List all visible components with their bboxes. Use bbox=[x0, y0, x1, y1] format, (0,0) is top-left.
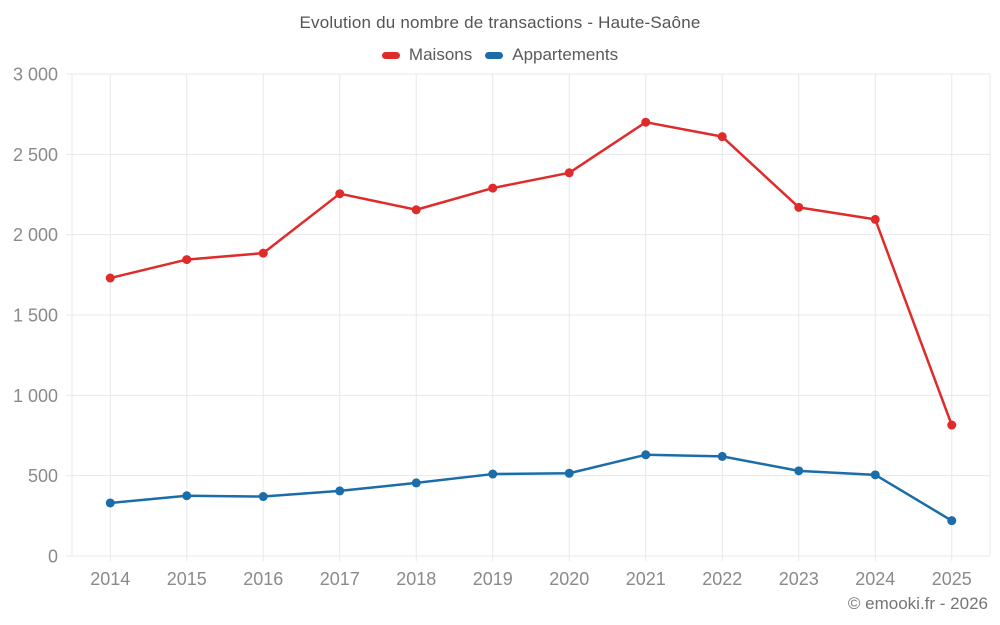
x-tick-label: 2020 bbox=[549, 569, 589, 589]
data-point-maisons-2018[interactable] bbox=[411, 205, 421, 215]
data-point-appartements-2016[interactable] bbox=[258, 492, 268, 502]
legend-label-maisons: Maisons bbox=[408, 45, 473, 64]
y-tick-label: 2 000 bbox=[13, 225, 58, 245]
data-point-appartements-2020[interactable] bbox=[564, 468, 574, 478]
y-tick-label: 2 500 bbox=[13, 145, 58, 165]
series-line-maisons bbox=[109, 120, 953, 427]
x-tick-label: 2021 bbox=[626, 569, 666, 589]
legend-swatch-maisons-icon bbox=[381, 51, 400, 59]
data-point-appartements-2022[interactable] bbox=[717, 451, 727, 461]
data-point-maisons-2024[interactable] bbox=[870, 214, 880, 224]
data-point-appartements-2025[interactable] bbox=[947, 516, 957, 526]
x-tick-label: 2019 bbox=[473, 569, 513, 589]
data-point-maisons-2014[interactable] bbox=[105, 273, 115, 283]
x-tick-label: 2015 bbox=[167, 569, 207, 589]
x-tick-label: 2016 bbox=[243, 569, 283, 589]
legend-swatch-appartements-icon bbox=[485, 51, 504, 59]
data-point-appartements-2017[interactable] bbox=[335, 486, 345, 496]
x-tick-label: 2018 bbox=[396, 569, 436, 589]
x-tick-label: 2025 bbox=[932, 569, 972, 589]
y-tick-label: 500 bbox=[28, 466, 58, 486]
data-point-appartements-2021[interactable] bbox=[641, 450, 651, 460]
x-tick-label: 2022 bbox=[702, 569, 742, 589]
data-point-appartements-2014[interactable] bbox=[105, 498, 115, 508]
y-tick-label: 1 500 bbox=[13, 306, 58, 326]
data-point-maisons-2019[interactable] bbox=[488, 183, 498, 193]
x-tick-label: 2023 bbox=[779, 569, 819, 589]
data-point-maisons-2023[interactable] bbox=[794, 202, 804, 212]
data-point-appartements-2018[interactable] bbox=[411, 478, 421, 488]
data-point-maisons-2020[interactable] bbox=[564, 168, 574, 178]
x-tick-label: 2024 bbox=[855, 569, 895, 589]
y-tick-label: 3 000 bbox=[13, 65, 58, 85]
legend-item-appartements[interactable]: Appartements bbox=[485, 45, 618, 65]
legend-item-maisons[interactable]: Maisons bbox=[381, 45, 473, 65]
data-point-appartements-2015[interactable] bbox=[182, 491, 192, 501]
series-line-appartements bbox=[109, 453, 953, 522]
chart-title: Evolution du nombre de transactions - Ha… bbox=[299, 13, 701, 32]
copyright-footer: © emooki.fr - 2026 bbox=[847, 594, 988, 613]
legend-label-appartements: Appartements bbox=[512, 45, 619, 64]
x-tick-label: 2017 bbox=[320, 569, 360, 589]
data-point-maisons-2021[interactable] bbox=[641, 117, 651, 127]
data-point-appartements-2019[interactable] bbox=[488, 469, 498, 479]
data-point-maisons-2025[interactable] bbox=[947, 420, 957, 430]
y-tick-label: 0 bbox=[48, 547, 58, 567]
data-point-maisons-2017[interactable] bbox=[335, 189, 345, 199]
chart-legend: Maisons Appartements bbox=[0, 45, 1000, 65]
data-point-maisons-2022[interactable] bbox=[717, 132, 727, 142]
data-point-maisons-2016[interactable] bbox=[258, 248, 268, 258]
data-point-appartements-2024[interactable] bbox=[870, 470, 880, 480]
y-tick-label: 1 000 bbox=[13, 386, 58, 406]
data-point-appartements-2023[interactable] bbox=[794, 466, 804, 476]
data-point-maisons-2015[interactable] bbox=[182, 255, 192, 265]
x-tick-label: 2014 bbox=[90, 569, 130, 589]
